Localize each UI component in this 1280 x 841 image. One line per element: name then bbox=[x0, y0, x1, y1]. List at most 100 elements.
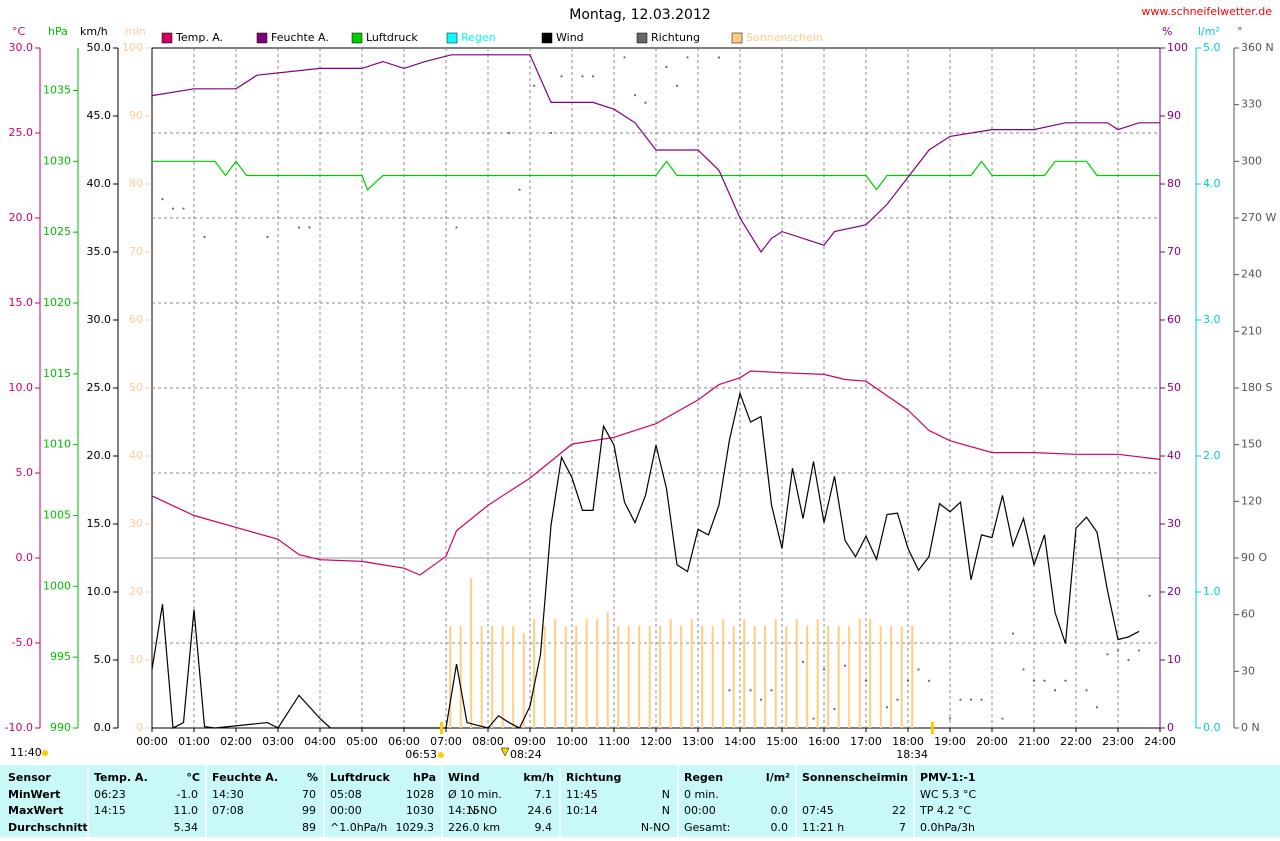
direction-dot bbox=[1022, 668, 1025, 671]
y-tick-label: 0.0 bbox=[1203, 721, 1221, 734]
sun-bar bbox=[459, 626, 462, 728]
x-tick-label: 21:00 bbox=[1018, 735, 1050, 748]
table-row-label: MaxWert bbox=[8, 804, 63, 817]
table-cell: -1.0 bbox=[177, 788, 198, 801]
y-tick-label: 20.0 bbox=[9, 211, 34, 224]
sun-bar bbox=[501, 626, 504, 728]
table-cell: Gesamt: bbox=[684, 821, 731, 834]
legend-swatch bbox=[636, 32, 648, 44]
table-cell: 70 bbox=[302, 788, 316, 801]
direction-dot bbox=[948, 717, 952, 720]
y-tick-label: 40 bbox=[1167, 449, 1181, 462]
y-tick-label: 10 bbox=[1167, 653, 1181, 666]
table-cell: 14:15 bbox=[448, 804, 480, 817]
table-header: PMV-1:-1 bbox=[920, 771, 976, 784]
y-tick-label: 4.0 bbox=[1203, 177, 1221, 190]
direction-dot bbox=[560, 75, 563, 78]
sun-marker bbox=[438, 752, 444, 758]
table-header: Feuchte A. bbox=[212, 771, 278, 784]
sun-bar bbox=[732, 626, 735, 728]
y-tick-label: 90 O bbox=[1241, 551, 1267, 564]
legend-swatch bbox=[731, 32, 743, 44]
axis-unit: % bbox=[1162, 25, 1172, 38]
legend-label: Temp. A. bbox=[175, 31, 223, 44]
x-tick-label: 23:00 bbox=[1102, 735, 1134, 748]
table-cell: 5.34 bbox=[174, 821, 199, 834]
y-tick-label: -10.0 bbox=[5, 721, 33, 734]
x-tick-label: 05:00 bbox=[346, 735, 378, 748]
y-tick-label: 240 bbox=[1241, 268, 1262, 281]
sun-bar bbox=[522, 632, 525, 728]
y-tick-label: 2.0 bbox=[1203, 449, 1221, 462]
sun-marker bbox=[42, 750, 48, 756]
direction-dot bbox=[980, 698, 983, 701]
y-tick-label: 330 bbox=[1241, 98, 1262, 111]
table-header: Temp. A. bbox=[94, 771, 148, 784]
y-tick-label: 30 bbox=[129, 517, 143, 530]
direction-dot bbox=[717, 56, 721, 59]
table-cell: 24.6 bbox=[528, 804, 553, 817]
sun-bar bbox=[879, 626, 882, 728]
direction-dot bbox=[507, 131, 511, 135]
table-cell: 1029.3 bbox=[396, 821, 435, 834]
table-cell: 14:15 bbox=[94, 804, 126, 817]
y-tick-label: 1010 bbox=[43, 438, 71, 451]
direction-dot bbox=[266, 235, 269, 238]
sun-bar bbox=[743, 619, 746, 728]
x-tick-label: 06:00 bbox=[388, 735, 420, 748]
y-tick-label: 5.0 bbox=[1203, 41, 1221, 54]
sun-bar bbox=[659, 626, 662, 728]
legend-swatch bbox=[161, 32, 173, 44]
y-tick-label: 15.0 bbox=[87, 517, 112, 530]
sun-bar bbox=[638, 626, 641, 728]
series-line bbox=[151, 391, 1140, 729]
table-header: Wind bbox=[448, 771, 480, 784]
y-tick-label: 80 bbox=[1167, 177, 1181, 190]
table-cell: TP 4.2 °C bbox=[919, 804, 971, 817]
sun-bar bbox=[480, 626, 483, 728]
table-cell: ^1.0hPa/h bbox=[330, 821, 387, 834]
y-tick-label: 180 S bbox=[1241, 381, 1272, 394]
direction-dot bbox=[1043, 679, 1046, 682]
sun-marker bbox=[931, 722, 934, 734]
table-cell: 11.0 bbox=[174, 804, 199, 817]
table-unit: km/h bbox=[523, 771, 554, 784]
x-tick-label: 22:00 bbox=[1060, 735, 1092, 748]
y-tick-label: 50.0 bbox=[87, 41, 112, 54]
sun-bar bbox=[869, 619, 872, 728]
sun-bar bbox=[680, 626, 683, 728]
annotation: 11:40 bbox=[10, 746, 42, 759]
y-tick-label: 60 bbox=[129, 313, 143, 326]
table-unit: hPa bbox=[413, 771, 436, 784]
table-header: Sonnenschein bbox=[802, 771, 888, 784]
legend-label: Sonnenschein bbox=[746, 31, 823, 44]
axis-unit: hPa bbox=[48, 25, 68, 38]
sun-bar bbox=[596, 619, 599, 728]
sun-bar bbox=[585, 619, 588, 728]
legend-label: Luftdruck bbox=[366, 31, 418, 44]
table-cell: 9.4 bbox=[535, 821, 553, 834]
table-cell: 05:08 bbox=[330, 788, 362, 801]
table-cell: 07:45 bbox=[802, 804, 834, 817]
x-tick-label: 02:00 bbox=[220, 735, 252, 748]
y-tick-label: 0 N bbox=[1241, 721, 1260, 734]
sun-bar bbox=[837, 626, 840, 728]
source-url: www.schneifelwetter.de bbox=[1141, 5, 1272, 18]
table-cell: 226.0 km bbox=[448, 821, 500, 834]
table-cell: N-NO bbox=[468, 804, 497, 817]
y-tick-label: 30 bbox=[1241, 664, 1255, 677]
direction-dot bbox=[182, 207, 185, 210]
table-row-label: MinWert bbox=[8, 788, 60, 801]
x-tick-label: 19:00 bbox=[934, 735, 966, 748]
sun-bar bbox=[543, 626, 546, 728]
sun-bar bbox=[690, 619, 693, 728]
direction-dot bbox=[675, 84, 679, 87]
y-tick-label: 100 bbox=[1167, 41, 1188, 54]
x-tick-label: 20:00 bbox=[976, 735, 1008, 748]
x-tick-label: 00:00 bbox=[136, 735, 168, 748]
direction-dot bbox=[812, 717, 815, 720]
direction-dot bbox=[801, 660, 805, 663]
x-tick-label: 15:00 bbox=[766, 735, 798, 748]
table-cell: 22 bbox=[892, 804, 906, 817]
